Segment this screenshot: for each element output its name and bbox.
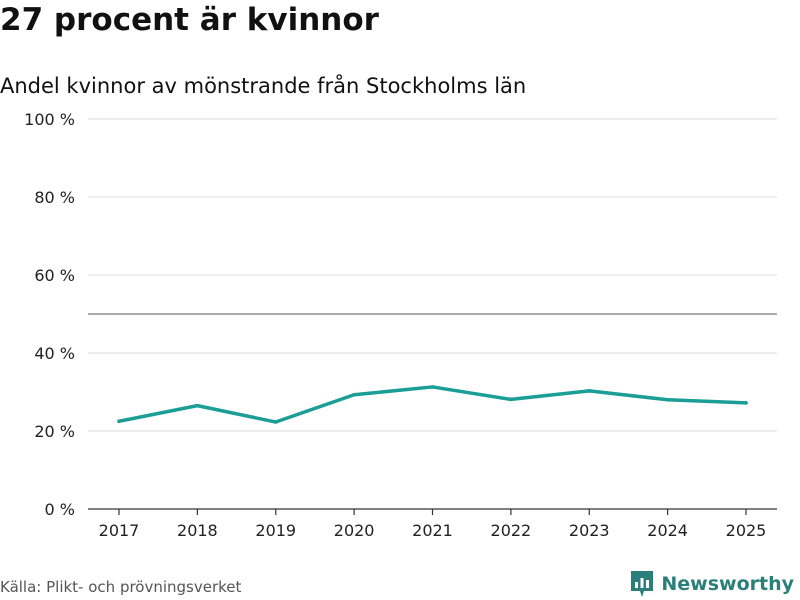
- data-point: [195, 403, 200, 408]
- y-tick-label: 20 %: [34, 422, 75, 441]
- brand-name: Newsworthy: [661, 573, 794, 595]
- series-layer: [117, 385, 748, 424]
- chart-subtitle: Andel kvinnor av mönstrande från Stockho…: [0, 74, 527, 98]
- x-tick-label: 2019: [255, 521, 296, 540]
- gridlines: [88, 118, 777, 432]
- series-line-0: [117, 385, 748, 424]
- x-tick-label: 2020: [334, 521, 375, 540]
- y-tick-label: 0 %: [45, 500, 75, 519]
- x-axis: [88, 508, 777, 515]
- x-tick-label: 2025: [726, 521, 767, 540]
- y-tick-label: 60 %: [34, 266, 75, 285]
- brand-logo: Newsworthy: [629, 568, 794, 600]
- x-axis-labels: 2017 2018 2019 2020 2021 2022 2023 2024 2025: [99, 521, 767, 540]
- data-point: [352, 392, 356, 397]
- data-point: [430, 385, 435, 389]
- x-tick-label: 2017: [99, 521, 140, 540]
- data-point: [587, 389, 592, 393]
- x-tick-label: 2024: [647, 521, 688, 540]
- x-tick-label: 2018: [177, 521, 218, 540]
- x-tick-label: 2021: [412, 521, 453, 540]
- data-point: [665, 398, 670, 402]
- line-chart: 0 % 20 % 40 % 60 % 80 % 100 % 2017 2018 2019 202…: [24, 110, 777, 540]
- newsworthy-logo-icon: [631, 571, 654, 597]
- y-tick-label: 100 %: [24, 110, 75, 129]
- y-tick-label: 40 %: [34, 344, 75, 363]
- data-point: [117, 419, 121, 424]
- x-tick-label: 2023: [569, 521, 610, 540]
- chart-title: 27 procent är kvinnor: [0, 2, 379, 38]
- data-point: [273, 420, 278, 424]
- y-tick-label: 80 %: [34, 188, 75, 207]
- x-tick-label: 2022: [491, 521, 532, 540]
- data-point: [509, 397, 513, 402]
- y-axis-labels: 0 % 20 % 40 % 60 % 80 % 100 %: [24, 110, 75, 519]
- data-point: [744, 401, 748, 405]
- source-note: Källa: Plikt- och prövningsverket: [0, 578, 242, 596]
